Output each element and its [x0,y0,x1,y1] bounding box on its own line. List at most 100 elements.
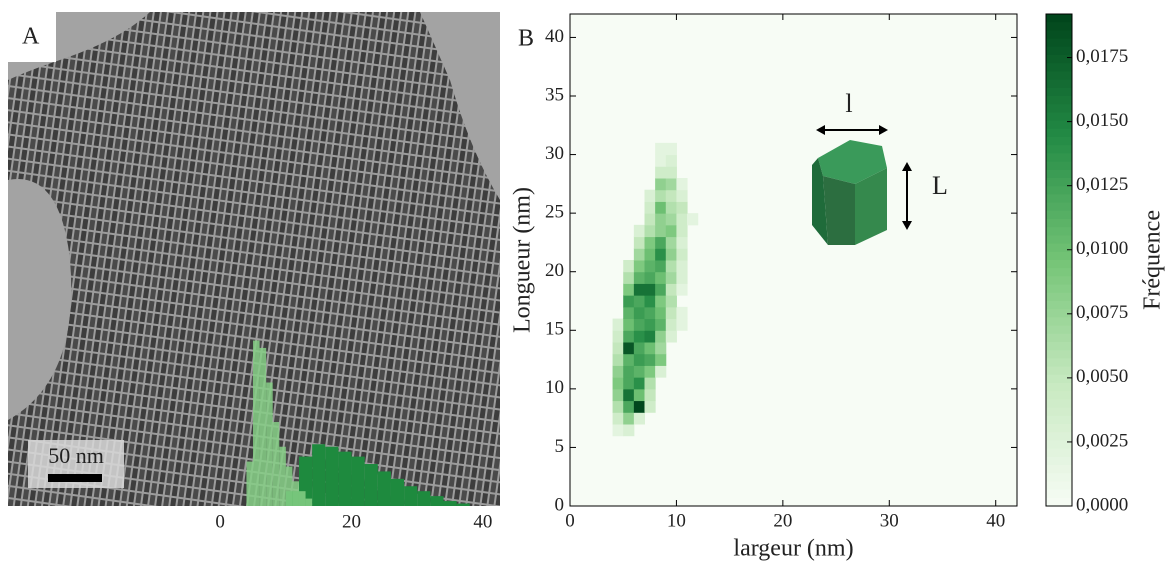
heatmap-cell [644,260,656,273]
heatmap-cell [676,201,688,214]
x-axis-label: largeur (nm) [733,536,853,562]
inset-prism: lL [812,89,948,245]
x-tick-label: 20 [342,511,361,532]
colorbar-segment [1046,145,1072,154]
heatmap-cell [665,306,677,320]
colorbar-segment [1046,186,1072,195]
colorbar-segment [1046,71,1072,81]
x-tick-label: 0 [565,510,575,531]
heatmap-cell [612,330,624,343]
heatmap-cell [633,236,645,249]
y-tick-label: 25 [545,202,564,223]
y-tick-label: 20 [545,260,564,281]
inset-label: l [845,89,852,118]
heatmap-cell [655,224,667,238]
heatmap-cell [644,283,656,296]
heatmap-cell [665,271,677,284]
heatmap-cell [623,306,635,320]
colorbar-segment [1046,63,1072,72]
colorbar-segment [1046,137,1072,146]
colorbar-segment [1046,128,1072,138]
hist-bar [305,498,313,506]
heatmap-cell [623,271,635,284]
colorbar-segment [1046,268,1072,277]
x-tick-label: 20 [773,510,792,531]
colorbar-label: Fréquence [1140,210,1166,310]
heatmap-cell [633,248,645,261]
y-tick-label: 15 [545,319,564,340]
colorbar-segment [1046,407,1072,417]
heatmap-cell [633,295,645,308]
colorbar-segment [1046,383,1072,392]
heatmap-cell [633,388,645,402]
colorbar-segment [1046,448,1072,458]
heatmap-cell [623,365,635,378]
hist-bar [298,491,306,506]
heatmap-cell [655,154,667,167]
colorbar-segment [1046,169,1072,179]
heatmap-cell [644,224,656,238]
colorbar-segment [1046,284,1072,294]
panel-label: B [518,26,534,52]
heatmap-cell [612,353,624,366]
colorbar-tick-label: 0,0100 [1076,238,1128,259]
heatmap-cell [644,388,656,402]
colorbar-segment [1046,424,1072,433]
heatmap-cell [655,365,667,378]
heatmap-cell [633,365,645,378]
heatmap-cell [633,318,645,331]
hist-bar [279,446,286,506]
heatmap-cell [655,236,667,249]
heatmap-cell [644,236,656,249]
heatmap-cell [644,342,656,355]
heatmap-cell [665,283,677,296]
heatmap-cell [644,248,656,261]
colorbar-segment [1046,497,1072,507]
heatmap-cell [676,306,688,320]
x-tick-label: 0 [215,511,225,532]
x-tick-label: 10 [667,510,686,531]
hist-bar [312,444,326,506]
colorbar-segment [1046,358,1072,368]
hist-bar [272,422,280,506]
hist-bar [246,461,254,506]
heatmap-cell [644,400,656,413]
y-tick-label: 5 [555,436,565,457]
heatmap-cell [623,330,635,343]
hist-bar [377,471,391,506]
heatmap-cell [644,318,656,331]
heatmap-cell [623,318,635,331]
heatmap-cell [665,166,677,179]
colorbar-segment [1046,456,1072,466]
hist-bar [351,456,365,506]
heatmap-cell [655,342,667,355]
heatmap-cell [665,201,677,214]
heatmap-cell [655,260,667,273]
heatmap-cell [655,166,667,179]
colorbar-segment [1046,210,1072,220]
heatmap-cell [665,260,677,273]
heatmap-cell [665,178,677,191]
colorbar-segment [1046,14,1072,23]
heatmap-cell [655,353,667,366]
heatmap-cell [676,213,688,226]
colorbar-segment [1046,342,1072,351]
hist-bar [430,496,444,506]
heatmap-cell [655,142,667,156]
heatmap-cell [676,189,688,202]
heatmap-cell [633,342,645,355]
colorbar-segment [1046,112,1072,122]
heatmap-cell [644,330,656,343]
heatmap-cell [644,201,656,214]
y-tick-label: 40 [545,26,564,47]
colorbar-tick-label: 0,0175 [1076,46,1128,67]
colorbar-tick-label: 0,0025 [1076,430,1128,451]
heatmap-cell [612,388,624,402]
heatmap-cell [644,377,656,390]
heatmap-cell [633,377,645,390]
colorbar-segment [1046,260,1072,269]
heatmap-cell [644,213,656,226]
heatmap-cell [665,295,677,308]
heatmap-cell [655,306,667,320]
